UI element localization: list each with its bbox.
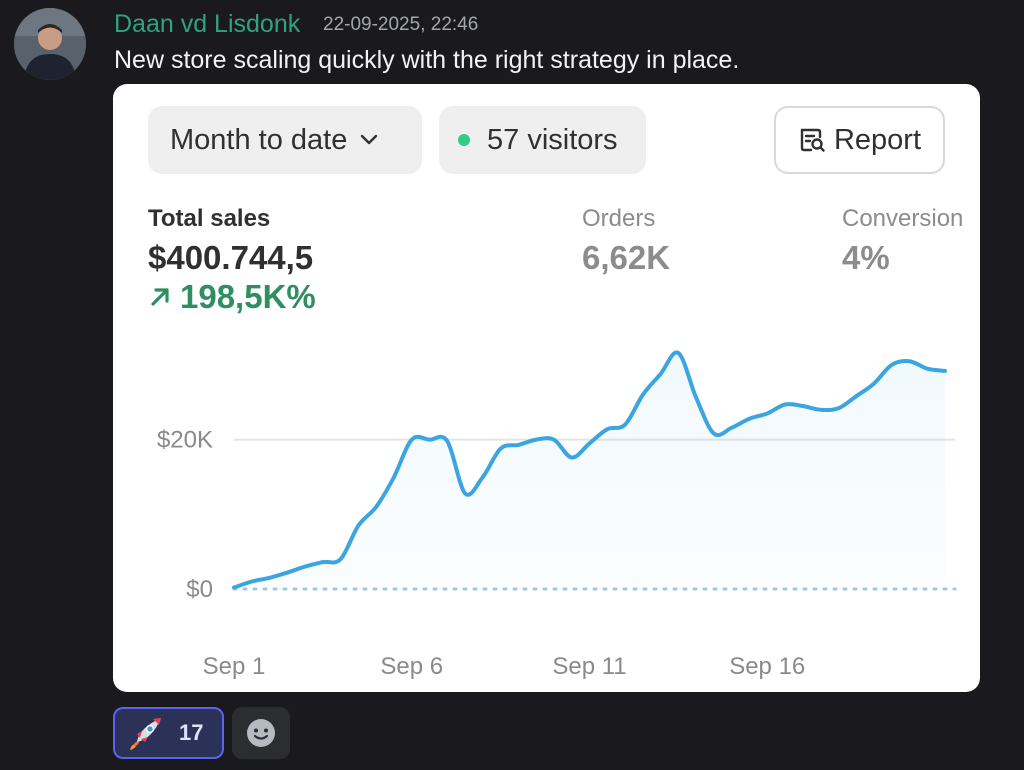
chevron-down-icon <box>359 133 379 147</box>
x-tick-label: Sep 11 <box>552 653 626 680</box>
live-status-dot <box>458 134 470 146</box>
sales-chart: $0 $20K Sep 1 Sep 6 Sep 11 Sep 16 <box>113 84 980 692</box>
orders-label[interactable]: Orders <box>582 205 656 232</box>
report-search-icon <box>798 126 826 154</box>
x-tick-label: Sep 1 <box>203 653 266 680</box>
message-text: New store scaling quickly with the right… <box>114 46 740 74</box>
conversion-value: 4% <box>842 239 890 276</box>
live-visitors-pill[interactable]: 57 visitors <box>439 106 646 174</box>
arrow-up-right-icon <box>151 288 169 306</box>
visitors-count: 57 visitors <box>487 123 618 156</box>
report-button[interactable]: Report <box>774 106 945 174</box>
y-tick-label: $0 <box>186 576 213 603</box>
smiley-icon <box>247 719 275 747</box>
orders-value: 6,62K <box>582 239 671 276</box>
add-reaction-button[interactable] <box>232 707 290 759</box>
reactions-bar: 17 <box>113 707 290 759</box>
avatar-photo <box>14 8 86 80</box>
total-sales-change-value: 198,5K% <box>180 278 316 315</box>
sales-area <box>234 352 945 589</box>
report-label: Report <box>833 123 922 156</box>
analytics-screenshot[interactable]: $0 $20K Sep 1 Sep 6 Sep 11 Sep 16 Month to d… <box>113 84 980 692</box>
x-tick-label: Sep 6 <box>380 653 443 680</box>
y-tick-label: $20K <box>157 427 213 454</box>
author-name[interactable]: Daan vd Lisdonk <box>114 10 301 38</box>
message-timestamp: 22-09-2025, 22:46 <box>323 14 479 35</box>
sales-chart-svg: $0 $20K Sep 1 Sep 6 Sep 11 Sep 16 <box>157 350 957 680</box>
reaction-count: 17 <box>179 720 204 745</box>
sales-line <box>232 350 947 590</box>
rocket-icon <box>127 714 165 752</box>
total-sales-label[interactable]: Total sales <box>148 205 271 232</box>
total-sales-change: 198,5K% <box>148 278 316 316</box>
x-tick-label: Sep 16 <box>729 653 805 680</box>
date-range-dropdown[interactable]: Month to date <box>148 106 422 174</box>
avatar[interactable] <box>14 8 86 80</box>
reaction-rocket[interactable]: 17 <box>113 707 224 759</box>
conversion-label[interactable]: Conversion <box>842 205 964 232</box>
total-sales-value: $400.744,5 <box>148 239 314 276</box>
date-range-label: Month to date <box>170 123 348 156</box>
